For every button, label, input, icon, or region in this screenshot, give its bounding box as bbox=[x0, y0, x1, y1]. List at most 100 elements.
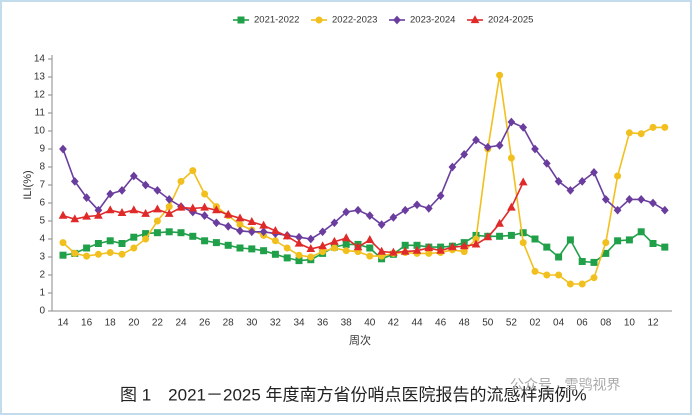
marker bbox=[637, 130, 645, 138]
marker bbox=[613, 205, 622, 215]
marker bbox=[625, 236, 633, 244]
marker bbox=[353, 242, 363, 251]
marker bbox=[118, 240, 126, 247]
marker bbox=[555, 271, 563, 279]
marker bbox=[555, 253, 563, 261]
series-line bbox=[62, 230, 666, 264]
x-tick-label: 12 bbox=[647, 318, 659, 329]
marker bbox=[554, 177, 563, 186]
marker bbox=[448, 162, 457, 172]
y-tick-label: 2 bbox=[39, 270, 45, 281]
marker bbox=[424, 204, 433, 213]
marker bbox=[212, 218, 221, 228]
y-tick-label: 7 bbox=[39, 180, 45, 191]
marker bbox=[118, 186, 126, 195]
marker bbox=[389, 247, 398, 256]
marker bbox=[247, 217, 257, 225]
y-tick-label: 14 bbox=[34, 54, 46, 65]
marker bbox=[531, 267, 539, 275]
marker bbox=[318, 227, 327, 237]
marker bbox=[177, 229, 185, 237]
y-axis-label: ILI(%) bbox=[22, 170, 34, 199]
marker bbox=[318, 241, 327, 250]
marker bbox=[483, 232, 493, 241]
marker bbox=[590, 168, 598, 177]
marker bbox=[153, 186, 162, 195]
marker bbox=[377, 220, 386, 229]
marker bbox=[496, 71, 504, 79]
marker bbox=[188, 203, 198, 212]
x-tick-label: 42 bbox=[388, 318, 400, 329]
marker bbox=[129, 205, 139, 214]
marker bbox=[130, 233, 138, 241]
marker bbox=[70, 214, 80, 223]
marker bbox=[248, 245, 256, 253]
marker bbox=[165, 195, 174, 204]
x-tick-label: 14 bbox=[57, 318, 69, 329]
marker bbox=[223, 209, 233, 218]
legend-marker bbox=[393, 15, 401, 25]
y-tick-label: 13 bbox=[34, 72, 46, 83]
marker bbox=[518, 177, 528, 186]
marker bbox=[496, 232, 504, 240]
marker bbox=[660, 205, 669, 215]
marker bbox=[342, 207, 351, 217]
marker bbox=[507, 202, 516, 211]
marker bbox=[201, 190, 209, 198]
marker bbox=[330, 244, 338, 252]
legend-label: 2024-2025 bbox=[488, 15, 533, 26]
x-tick-label: 52 bbox=[506, 318, 518, 329]
marker bbox=[306, 234, 315, 244]
marker bbox=[129, 171, 138, 181]
marker bbox=[283, 254, 291, 262]
marker bbox=[649, 198, 657, 208]
marker bbox=[637, 228, 645, 236]
marker bbox=[377, 246, 386, 255]
y-tick-label: 3 bbox=[39, 252, 45, 263]
marker bbox=[519, 123, 528, 132]
marker bbox=[153, 229, 161, 237]
marker bbox=[649, 240, 657, 247]
marker bbox=[59, 239, 67, 247]
marker bbox=[94, 240, 102, 247]
marker bbox=[94, 210, 103, 219]
x-tick-label: 32 bbox=[270, 318, 282, 329]
marker bbox=[177, 177, 185, 185]
marker bbox=[566, 236, 574, 244]
marker bbox=[542, 159, 551, 168]
y-tick-label: 11 bbox=[35, 108, 46, 119]
marker bbox=[436, 245, 445, 254]
marker bbox=[105, 205, 115, 214]
x-tick-label: 10 bbox=[624, 318, 636, 329]
x-tick-label: 20 bbox=[128, 318, 140, 329]
y-tick-label: 5 bbox=[39, 216, 45, 227]
marker bbox=[436, 191, 445, 201]
marker bbox=[566, 186, 575, 195]
marker bbox=[614, 172, 622, 180]
marker bbox=[531, 235, 539, 243]
marker bbox=[601, 195, 610, 204]
marker bbox=[259, 220, 268, 229]
marker bbox=[153, 204, 162, 213]
marker bbox=[342, 247, 350, 255]
marker bbox=[365, 235, 375, 243]
x-tick-label: 44 bbox=[411, 318, 423, 329]
marker bbox=[590, 274, 598, 282]
marker bbox=[519, 239, 527, 247]
marker bbox=[649, 123, 657, 131]
marker bbox=[141, 180, 150, 190]
x-tick-label: 06 bbox=[577, 318, 589, 329]
marker bbox=[165, 203, 173, 211]
y-tick-label: 10 bbox=[34, 126, 46, 137]
marker bbox=[578, 177, 587, 186]
marker bbox=[224, 222, 233, 231]
marker bbox=[247, 227, 256, 237]
marker bbox=[483, 142, 492, 152]
marker bbox=[224, 241, 232, 249]
marker bbox=[82, 193, 91, 202]
y-tick-label: 4 bbox=[39, 234, 45, 245]
y-tick-label: 1 bbox=[39, 288, 45, 299]
y-tick-label: 12 bbox=[34, 90, 46, 101]
marker bbox=[260, 247, 268, 255]
